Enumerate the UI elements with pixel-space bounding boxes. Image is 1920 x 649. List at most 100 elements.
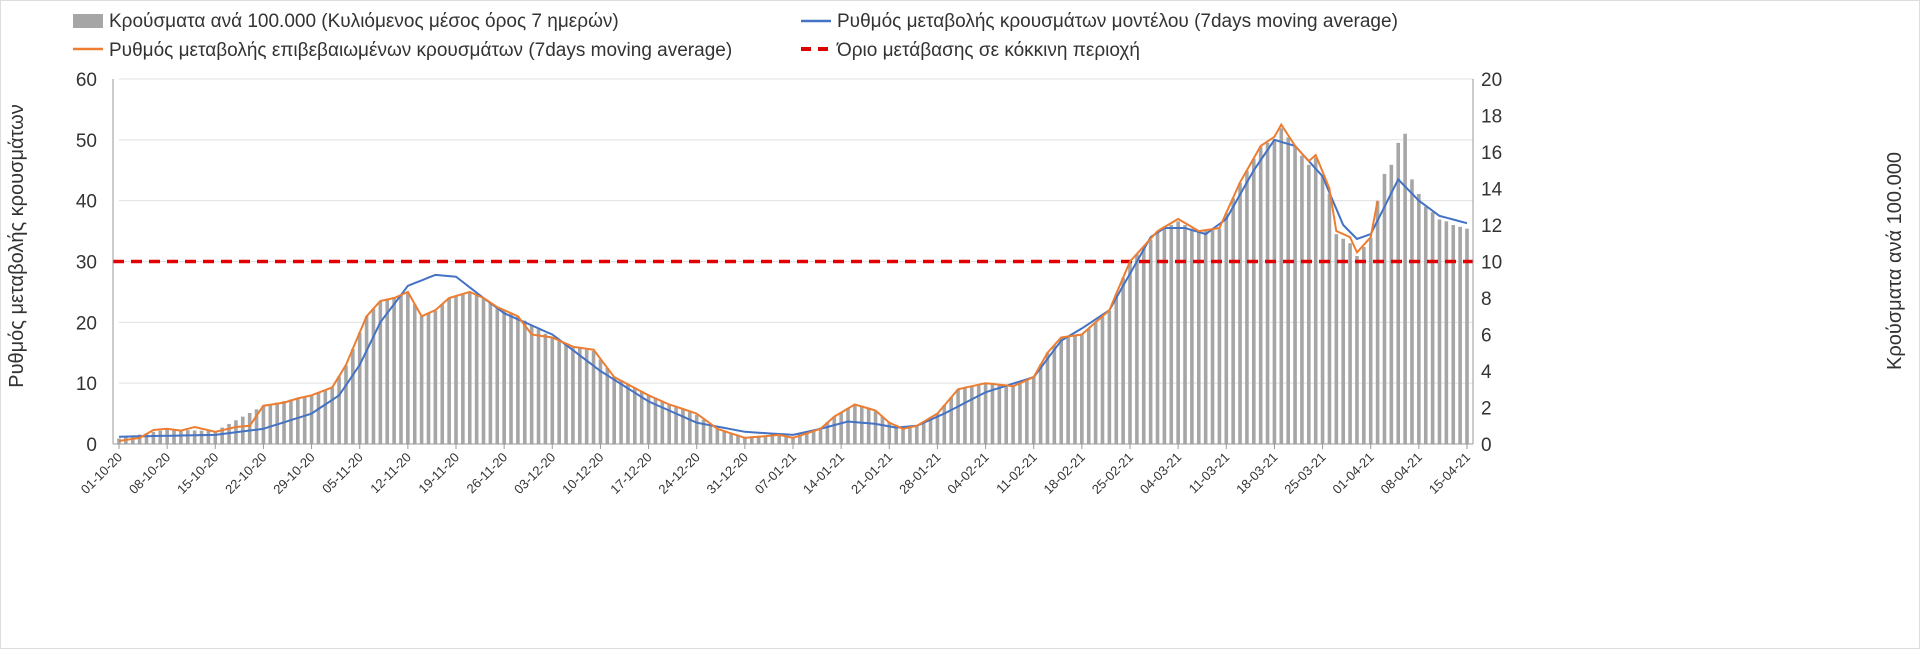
bar	[364, 316, 369, 444]
bar	[1423, 206, 1428, 444]
bar	[337, 376, 341, 444]
x-tick-label: 04-02-21	[944, 450, 991, 497]
bar	[1025, 379, 1029, 444]
x-tick-label: 18-02-21	[1041, 450, 1088, 497]
bar	[908, 426, 912, 444]
bar	[185, 430, 190, 444]
bar	[791, 436, 795, 444]
bar	[653, 397, 658, 444]
bar	[1313, 157, 1318, 444]
bar	[1059, 338, 1064, 444]
bar	[1121, 277, 1125, 444]
y-right-tick-label: 10	[1481, 253, 1502, 274]
x-tick-label: 01-04-21	[1329, 450, 1376, 497]
bar	[571, 347, 575, 444]
bar	[763, 435, 768, 444]
y-left-tick-label: 40	[76, 192, 97, 213]
bar	[254, 409, 259, 444]
bar	[1169, 225, 1174, 444]
bar	[268, 404, 273, 444]
bar	[1080, 334, 1084, 444]
bar	[406, 292, 410, 444]
y-left-tick-label: 10	[76, 374, 97, 395]
y-left-tick-label: 20	[76, 313, 97, 334]
bar	[1004, 385, 1009, 444]
bar	[144, 433, 149, 444]
bar	[1141, 246, 1146, 444]
bar	[743, 436, 747, 444]
x-tick-label: 05-11-20	[319, 450, 366, 497]
bar	[172, 429, 176, 444]
bar	[633, 387, 637, 444]
bar	[1272, 139, 1277, 444]
bar	[1341, 238, 1346, 444]
bar	[1258, 146, 1263, 444]
x-tick-label: 14-01-21	[800, 450, 847, 497]
bar	[1286, 137, 1290, 444]
legend-label-confirmed: Ρυθμός μεταβολής επιβεβαιωμένων κρουσμάτ…	[109, 40, 732, 61]
bar	[1375, 201, 1380, 444]
bar	[798, 434, 802, 444]
bar	[770, 435, 775, 444]
bar	[701, 419, 706, 444]
y-right-tick-label: 0	[1481, 435, 1492, 456]
legend-label-bars: Κρούσματα ανά 100.000 (Κυλιόμενος μέσος …	[109, 11, 619, 32]
bar	[357, 332, 362, 444]
bar	[461, 294, 465, 444]
bar	[1437, 219, 1442, 444]
bar	[1320, 175, 1325, 444]
x-tick-label: 25-02-21	[1089, 450, 1136, 497]
x-tick-label: 31-12-20	[704, 450, 751, 497]
x-tick-label: 11-02-21	[993, 450, 1040, 497]
bar	[612, 376, 616, 444]
bar	[509, 313, 513, 444]
bar	[688, 412, 692, 444]
bar	[756, 435, 761, 444]
x-tick-label: 08-04-21	[1378, 450, 1425, 497]
x-tick-label: 04-03-21	[1137, 450, 1184, 497]
bar	[949, 397, 953, 444]
bar	[213, 431, 218, 444]
bar	[1148, 239, 1153, 444]
bar	[1093, 322, 1098, 444]
bar	[626, 383, 630, 444]
bar	[1403, 133, 1407, 444]
bar	[433, 310, 438, 444]
legend-label-threshold: Όριο μετάβασης σε κόκκινη περιοχή	[836, 40, 1140, 61]
bar	[1011, 385, 1015, 444]
x-tick-label: 11-03-21	[1186, 450, 1233, 497]
bar	[412, 304, 417, 444]
bar	[516, 316, 520, 444]
bar	[619, 380, 623, 444]
x-tick-label: 28-01-21	[896, 450, 943, 497]
bar	[887, 422, 892, 444]
bar	[1045, 352, 1050, 444]
bar	[1465, 228, 1469, 444]
y-right-tick-label: 20	[1481, 70, 1502, 91]
bar	[467, 292, 472, 444]
bar	[1368, 237, 1373, 444]
bar	[323, 389, 328, 444]
x-tick-label: 01-10-20	[78, 450, 125, 497]
bar	[316, 392, 321, 444]
y-left-tick-label: 30	[76, 253, 97, 274]
bar	[1038, 364, 1043, 444]
y-right-tick-label: 6	[1481, 326, 1492, 347]
y-right-tick-label: 2	[1481, 399, 1492, 420]
bar	[674, 406, 678, 444]
bar	[440, 304, 445, 444]
bar	[309, 394, 314, 444]
bar	[1307, 164, 1311, 444]
bar	[1073, 335, 1077, 444]
bar	[901, 427, 905, 444]
bar	[522, 320, 527, 444]
bar	[330, 387, 335, 444]
bar	[942, 405, 947, 444]
bar	[894, 424, 898, 444]
bar	[1107, 310, 1112, 444]
bar	[694, 414, 699, 444]
bar	[859, 406, 864, 444]
bar	[990, 384, 995, 444]
bar	[1100, 316, 1105, 444]
y-right-tick-label: 16	[1481, 143, 1502, 164]
